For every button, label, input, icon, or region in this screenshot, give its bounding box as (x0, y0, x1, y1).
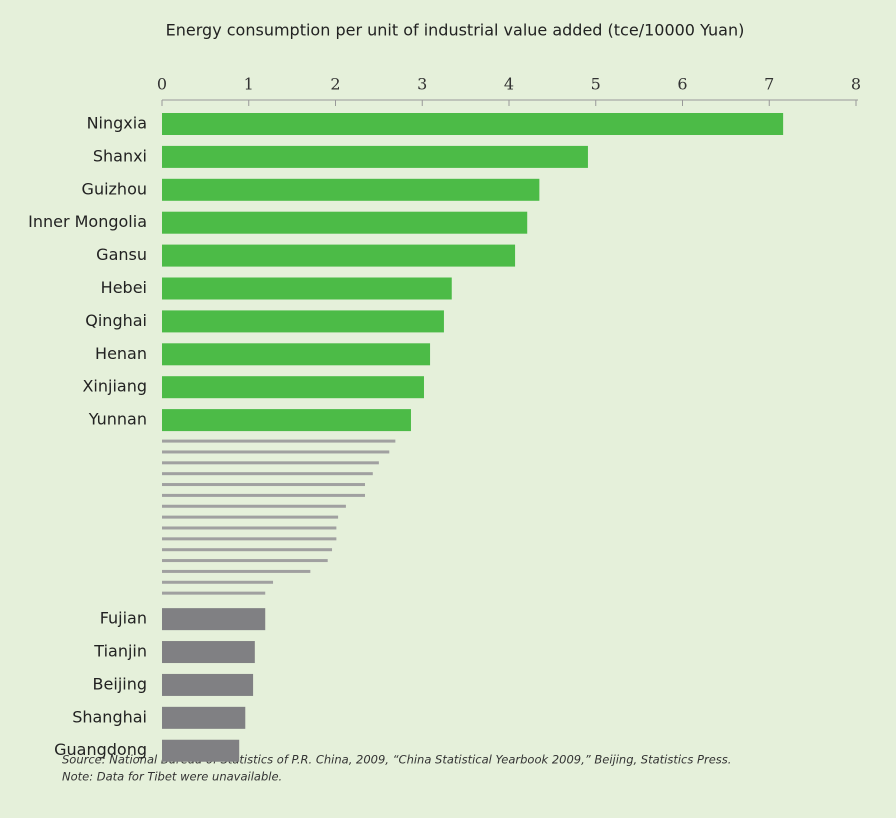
bar (162, 211, 528, 234)
y-tick-label: Beijing (93, 674, 147, 693)
bar (162, 310, 444, 333)
y-tick-label: Hebei (101, 278, 147, 297)
y-tick-label: Shanghai (72, 707, 147, 726)
bar (162, 569, 311, 573)
y-tick-label: Ningxia (87, 114, 147, 133)
y-tick-label: Xinjiang (82, 377, 147, 396)
bar (162, 450, 390, 454)
bar (162, 113, 784, 135)
bar (162, 145, 588, 168)
bar (162, 343, 431, 366)
y-tick-label: Guangdong (54, 740, 147, 759)
bar (162, 537, 337, 541)
x-tick-label: 3 (417, 75, 427, 94)
bar (162, 641, 255, 664)
y-tick-label: Henan (95, 344, 147, 363)
x-tick-label: 8 (851, 75, 861, 94)
x-tick-label: 0 (157, 75, 167, 94)
chart-title: Energy consumption per unit of industria… (166, 21, 745, 40)
bar (162, 376, 424, 399)
bar (162, 591, 266, 595)
bar (162, 178, 540, 201)
x-tick-label: 2 (330, 75, 340, 94)
y-tick-label: Gansu (96, 245, 147, 264)
bar (162, 673, 254, 696)
bar (162, 580, 274, 584)
y-tick-label: Shanxi (93, 146, 147, 165)
y-tick-label: Guizhou (82, 179, 147, 198)
bar (162, 515, 339, 519)
bar (162, 409, 411, 432)
x-tick-label: 1 (244, 75, 254, 94)
x-tick-label: 4 (504, 75, 514, 94)
bar (162, 608, 266, 631)
bar (162, 526, 337, 530)
x-tick-label: 6 (677, 75, 687, 94)
bar (162, 548, 333, 552)
bar (162, 277, 452, 300)
bar (162, 504, 346, 508)
bar (162, 493, 365, 497)
bar (162, 472, 373, 476)
y-tick-label: Yunnan (88, 410, 147, 429)
bar (162, 244, 516, 267)
bar (162, 483, 365, 487)
bar (162, 739, 240, 762)
bar (162, 559, 328, 563)
tibet-note: Note: Data for Tibet were unavailable. (62, 770, 282, 784)
bar (162, 439, 396, 443)
bar (162, 461, 379, 465)
x-tick-label: 7 (764, 75, 774, 94)
x-tick-label: 5 (591, 75, 601, 94)
y-tick-label: Fujian (100, 609, 147, 628)
y-tick-label: Inner Mongolia (28, 212, 147, 231)
bar (162, 706, 246, 729)
y-tick-label: Tianjin (93, 642, 147, 661)
y-tick-label: Qinghai (85, 311, 147, 330)
